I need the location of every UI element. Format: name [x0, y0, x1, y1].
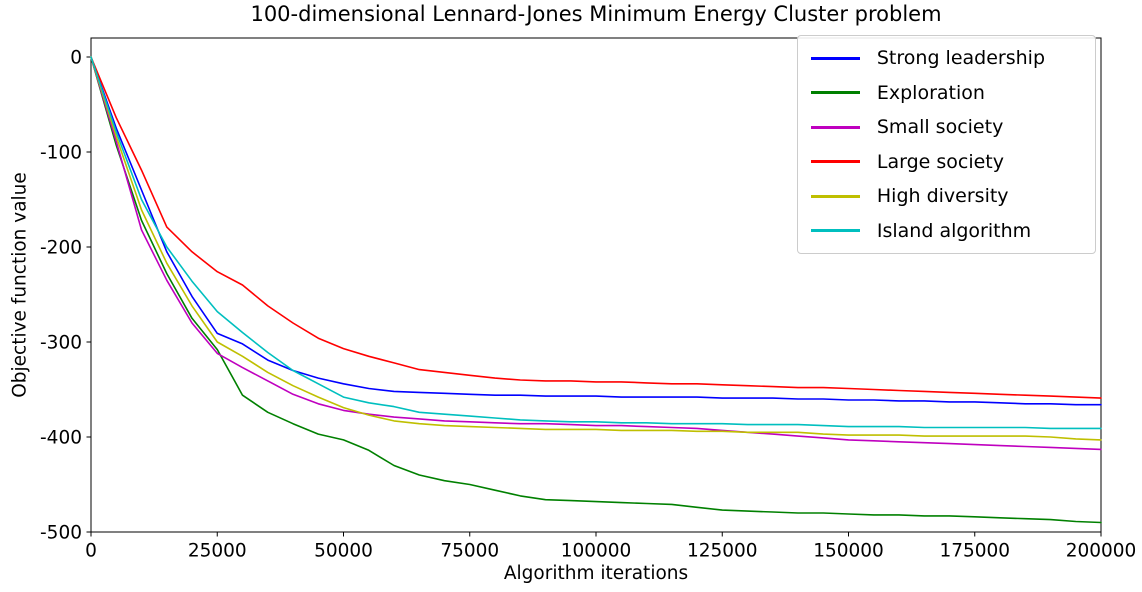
x-axis-label: Algorithm iterations — [503, 563, 689, 584]
series-line-high-diversity — [90, 56, 1102, 441]
x-tick-label: 200000 — [1066, 541, 1137, 562]
legend: Strong leadership Exploration Small societ… — [796, 35, 1096, 254]
series-line-small-society — [90, 56, 1102, 451]
legend-label-exploration: Exploration — [876, 81, 985, 104]
legend-line-swatch-exploration — [810, 91, 860, 95]
x-tick-label: 0 — [85, 541, 97, 562]
y-tick-label: 0 — [70, 48, 82, 69]
legend-line-swatch-high-diversity — [810, 194, 860, 198]
legend-label-island-algorithm: Island algorithm — [876, 219, 1032, 242]
legend-line-swatch-island-algorithm — [810, 229, 860, 233]
x-tick-label: 175000 — [939, 541, 1010, 562]
y-tick-label: -300 — [40, 333, 82, 354]
legend-line-swatch-small-society — [810, 125, 860, 129]
legend-item-high-diversity: High diversity — [810, 179, 1045, 214]
legend-line-swatch-strong-leadership — [810, 56, 860, 60]
legend-label-small-society: Small society — [876, 116, 1004, 139]
legend-label-large-society: Large society — [876, 150, 1005, 173]
x-tick-label: 50000 — [314, 541, 373, 562]
x-tick-label: 100000 — [561, 541, 632, 562]
y-tick-label: -500 — [40, 523, 82, 544]
x-tick-label: 125000 — [687, 541, 758, 562]
legend-item-large-society: Large society — [810, 145, 1045, 180]
x-tick-label: 75000 — [440, 541, 499, 562]
chart-title: 100-dimensional Lennard-Jones Minimum En… — [250, 2, 942, 26]
series-line-island-algorithm — [90, 56, 1102, 430]
legend-label-strong-leadership: Strong leadership — [876, 47, 1045, 70]
y-tick-label: -200 — [40, 238, 82, 259]
series-line-exploration — [90, 56, 1102, 524]
legend-item-strong-leadership: Strong leadership — [810, 41, 1045, 76]
series-line-large-society — [90, 56, 1102, 399]
legend-item-island-algorithm: Island algorithm — [810, 214, 1045, 249]
legend-item-exploration: Exploration — [810, 76, 1045, 111]
legend-line-swatch-large-society — [810, 160, 860, 164]
legend-item-small-society: Small society — [810, 110, 1045, 145]
y-tick-label: -100 — [40, 143, 82, 164]
x-tick-label: 25000 — [188, 541, 247, 562]
y-tick-label: -400 — [40, 428, 82, 449]
x-tick-label: 150000 — [813, 541, 884, 562]
series-line-strong-leadership — [90, 56, 1102, 406]
legend-label-high-diversity: High diversity — [876, 185, 1009, 208]
